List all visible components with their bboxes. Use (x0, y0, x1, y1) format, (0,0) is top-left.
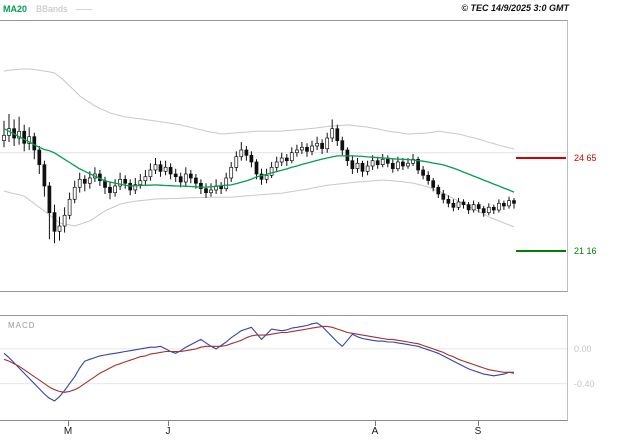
time-axis-tick (68, 421, 69, 426)
macd-axis-label-minus40: -0.40 (574, 379, 595, 389)
macd-axis-label-zero: 0.00 (574, 344, 592, 354)
price-pane (0, 20, 568, 292)
resistance-level-label: 24 65 (574, 153, 597, 163)
macd-pane-label: MACD (8, 321, 36, 330)
time-axis-label-A: A (371, 426, 379, 437)
legend-bbands-label: BBands (36, 4, 68, 14)
legend-ma20-label: MA20 (3, 4, 28, 14)
time-axis-tick (478, 421, 479, 426)
time-axis-label-S: S (474, 426, 482, 437)
copyright-text: © TEC 14/9/2025 3:0 GMT (461, 3, 569, 13)
chart-header: MA20 BBands © TEC 14/9/2025 3:0 GMT (0, 0, 627, 20)
macd-pane: MACD (0, 315, 568, 421)
macd-chart-canvas (0, 322, 567, 402)
bbands-line-swatch (76, 9, 92, 10)
time-axis-label-J: J (165, 426, 171, 437)
time-axis-label-M: M (63, 426, 73, 437)
support-level-label: 21 16 (574, 246, 597, 256)
time-axis-tick (375, 421, 376, 426)
price-chart-canvas (0, 68, 567, 252)
time-axis-tick (168, 421, 169, 426)
